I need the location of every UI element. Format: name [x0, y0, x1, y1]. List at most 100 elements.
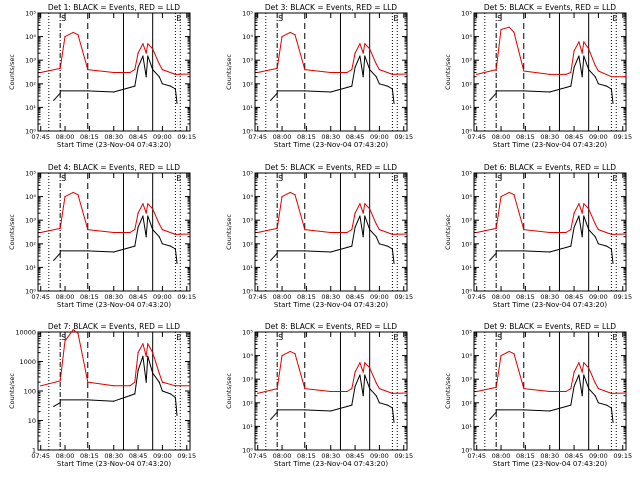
data-point-lld	[145, 212, 147, 214]
data-point-events	[161, 243, 164, 245]
data-point-events	[495, 411, 497, 413]
data-point-events	[369, 387, 371, 390]
data-point-lld	[359, 43, 361, 45]
data-point-events	[523, 90, 525, 92]
data-point-events	[161, 390, 164, 392]
data-point-lld	[276, 227, 278, 229]
x-tick-label: 08:00	[56, 452, 75, 460]
data-point-events	[134, 393, 136, 395]
data-point-lld	[369, 208, 371, 210]
y-axis-label: Counts/sec	[8, 214, 16, 250]
x-axis-label: Start Time (23-Nov-04 07:43:20)	[57, 460, 171, 468]
y-axis-label: Counts/sec	[444, 373, 452, 409]
data-point-lld	[391, 392, 393, 395]
data-point-events	[378, 243, 381, 245]
data-point-lld	[359, 203, 361, 205]
data-point-events	[378, 402, 381, 404]
data-point-lld	[113, 231, 115, 234]
x-tick-label: 08:45	[565, 133, 584, 141]
data-point-events	[158, 236, 160, 238]
y-tick-label: 10²	[25, 80, 36, 88]
data-point-lld	[597, 228, 600, 231]
panel-title: Det 5: BLACK = Events, RED = LLD	[265, 163, 397, 172]
data-point-lld	[174, 233, 176, 236]
data-point-events	[147, 55, 149, 57]
data-point-lld	[597, 387, 600, 390]
data-point-lld	[549, 231, 551, 234]
data-point-lld	[281, 355, 283, 357]
data-point-lld	[500, 28, 502, 31]
data-point-lld	[304, 228, 306, 231]
marker-label-end: E	[176, 14, 181, 23]
data-point-lld	[523, 387, 525, 390]
data-point-lld	[375, 63, 377, 65]
data-point-lld	[581, 371, 583, 373]
data-point-lld	[513, 31, 515, 34]
data-point-lld	[158, 63, 160, 65]
data-point-events	[142, 355, 144, 357]
x-tick-label: 08:30	[540, 293, 559, 301]
data-point-events	[583, 215, 585, 217]
data-point-events	[605, 404, 608, 406]
x-tick-label: 09:00	[589, 293, 608, 301]
data-point-events	[276, 92, 278, 94]
data-point-events	[573, 385, 575, 387]
y-tick-label: 1000	[19, 358, 36, 366]
series-line-lld	[476, 350, 627, 394]
y-tick-label: 10000	[15, 329, 36, 337]
y-tick-label: 10¹	[242, 264, 253, 272]
data-point-events	[612, 262, 614, 264]
data-point-events	[351, 85, 353, 87]
data-point-events	[354, 66, 356, 68]
x-tick-label: 07:45	[248, 452, 267, 460]
data-point-events	[594, 76, 596, 78]
data-point-lld	[476, 73, 478, 76]
x-tick-label: 09:15	[177, 293, 196, 301]
data-point-lld	[189, 233, 191, 235]
y-axis-label: Counts/sec	[225, 373, 233, 409]
data-point-lld	[77, 34, 79, 36]
x-tick-label: 08:45	[346, 133, 365, 141]
data-point-lld	[351, 387, 353, 390]
data-point-lld	[573, 50, 575, 52]
data-point-events	[113, 251, 115, 253]
detector-panel: Det 5: BLACK = Events, RED = LLD S E 10⁰ 10¹…	[444, 3, 632, 149]
data-point-lld	[549, 390, 551, 393]
data-point-events	[276, 252, 278, 254]
marker-label-start: S	[278, 14, 283, 23]
data-point-lld	[40, 71, 42, 74]
data-point-lld	[359, 362, 361, 364]
data-point-lld	[364, 362, 366, 364]
data-point-lld	[145, 355, 147, 357]
data-point-events	[362, 236, 364, 238]
data-point-events	[581, 76, 583, 78]
marker-label-end: E	[612, 14, 617, 23]
data-point-lld	[570, 387, 572, 390]
y-tick-label: 10³	[461, 57, 472, 65]
y-tick-label: 10²	[25, 240, 36, 248]
series-line-lld	[257, 191, 408, 235]
y-tick-label: 10⁵	[461, 10, 472, 18]
data-point-events	[578, 215, 580, 217]
y-tick-label: 10²	[461, 240, 472, 248]
x-tick-label: 09:15	[177, 133, 196, 141]
data-point-lld	[72, 31, 74, 34]
x-tick-label: 09:15	[394, 293, 413, 301]
data-point-lld	[281, 36, 283, 38]
series-line-lld	[40, 329, 190, 387]
y-tick-label: 10¹	[242, 104, 253, 112]
data-point-events	[174, 396, 176, 399]
data-point-events	[169, 85, 172, 87]
data-point-lld	[508, 26, 510, 28]
data-point-events	[152, 228, 154, 231]
marker-label-start: S	[278, 333, 283, 342]
y-tick-label: 10³	[242, 57, 253, 65]
data-point-lld	[72, 329, 74, 331]
data-point-events	[369, 68, 371, 71]
data-point-lld	[362, 371, 364, 373]
detector-panel: Det 4: BLACK = Events, RED = LLD S E 10⁰ 10¹…	[8, 163, 196, 309]
x-tick-label: 07:45	[31, 293, 50, 301]
data-point-events	[495, 90, 497, 92]
x-tick-label: 08:45	[565, 293, 584, 301]
series-line-lld	[40, 31, 191, 75]
